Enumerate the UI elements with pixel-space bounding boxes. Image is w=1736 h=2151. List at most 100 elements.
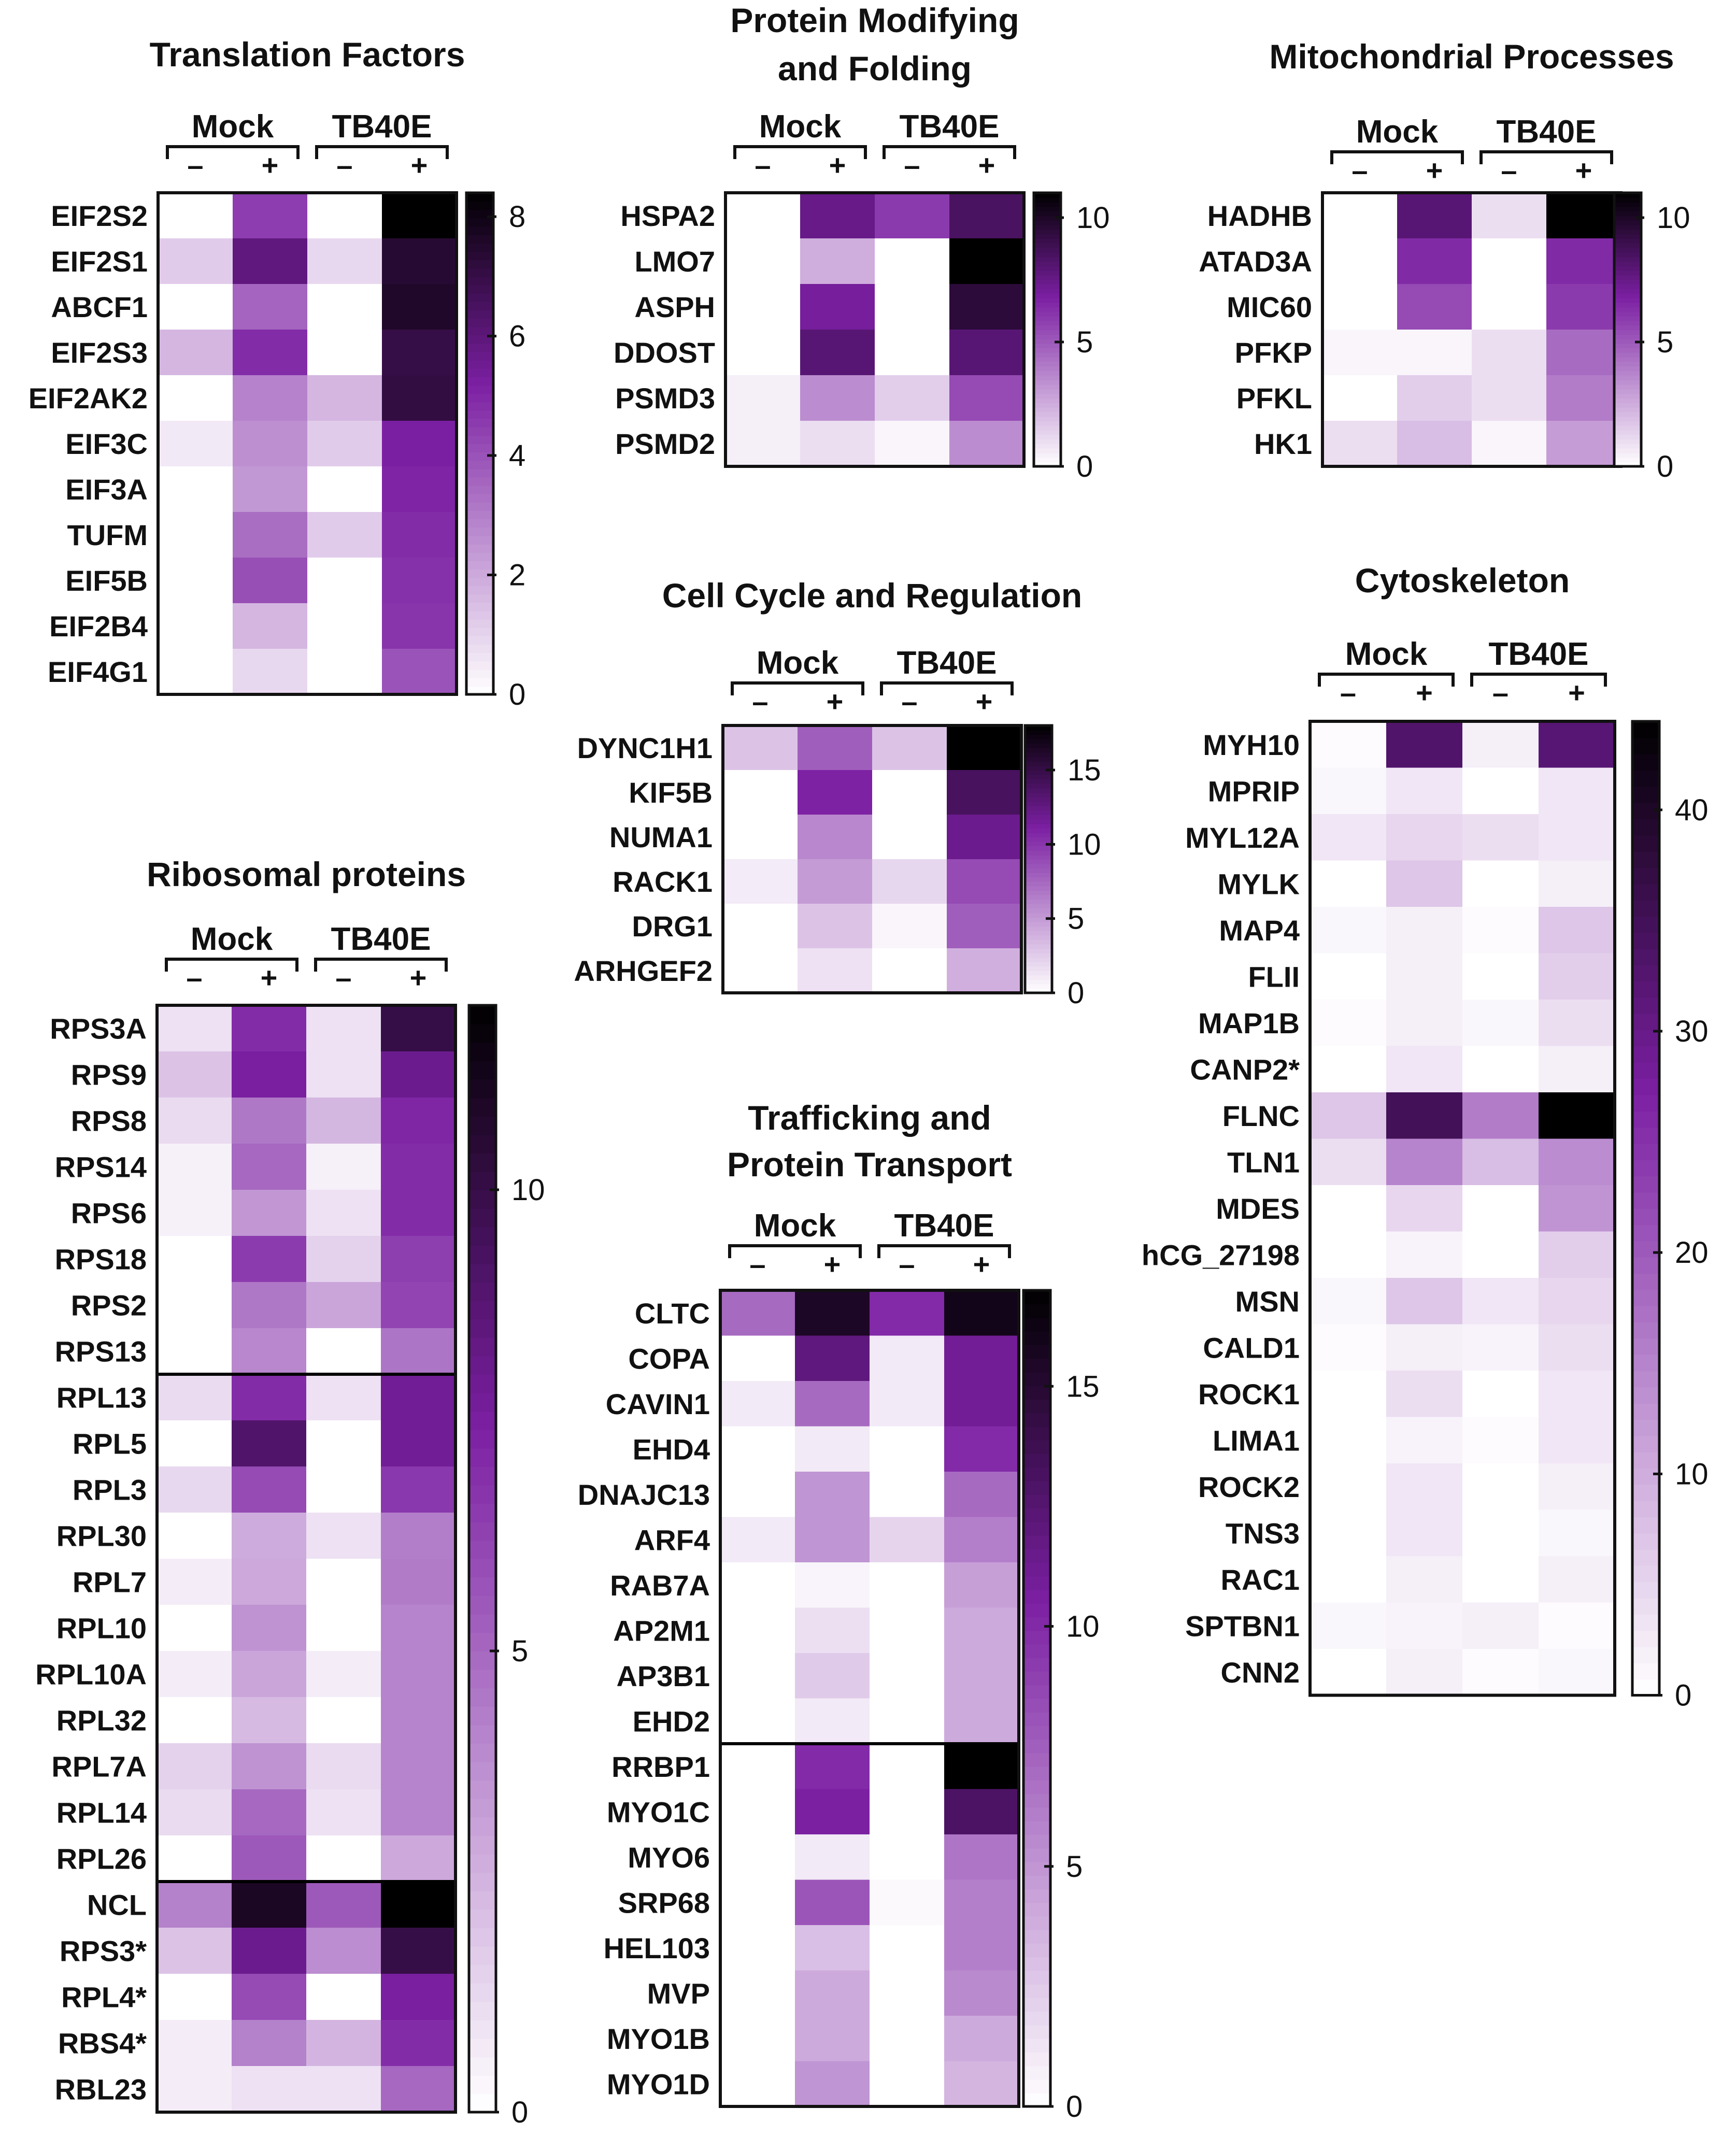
heatmap-cell	[1386, 953, 1463, 1000]
colorbar-gradient	[466, 636, 493, 645]
heatmap-cell	[381, 1282, 456, 1329]
row-label: CAVIN1	[606, 1388, 710, 1420]
heatmap-cell	[1462, 721, 1539, 768]
colorbar-gradient	[1023, 1998, 1050, 2012]
heatmap-cell	[157, 1051, 232, 1098]
colorbar-gradient	[1025, 975, 1052, 980]
colorbar-gradient	[469, 1411, 496, 1430]
colorbar-gradient	[1023, 1861, 1050, 1876]
colorbar-gradient	[1023, 1576, 1050, 1590]
colorbar-gradient	[1034, 211, 1061, 216]
heatmap-cell	[306, 1974, 381, 2020]
heatmap-cell	[232, 1882, 307, 1928]
colorbar-gradient	[1614, 206, 1641, 212]
colorbar-gradient	[1025, 846, 1052, 851]
heatmap-cell	[1539, 953, 1615, 1000]
heatmap-cell	[233, 330, 308, 376]
colorbar-gradient	[1025, 823, 1052, 829]
colorbar-gradient	[1614, 302, 1641, 307]
row-label: ARF4	[634, 1523, 710, 1556]
heatmap-cell	[798, 725, 873, 771]
colorbar-gradient	[1034, 302, 1061, 307]
heatmap-cell	[795, 1879, 870, 1926]
colorbar-gradient	[466, 435, 493, 444]
colorbar-tick-label: 10	[511, 1173, 545, 1207]
heatmap-cell	[1539, 1000, 1615, 1047]
row-label: RPL30	[56, 1520, 147, 1552]
colorbar-gradient	[1023, 1467, 1050, 1482]
heatmap-cell	[306, 1559, 381, 1605]
group-label-mock: Mock	[191, 921, 273, 957]
row-label: DRG1	[632, 910, 713, 943]
heatmap-cell	[798, 948, 873, 993]
colorbar-gradient	[1034, 371, 1061, 376]
colorbar-gradient	[469, 1466, 496, 1486]
heatmap-cell	[306, 1697, 381, 1744]
row-label: RPL32	[56, 1704, 147, 1737]
heatmap-cell	[1397, 421, 1472, 467]
heatmap-cell	[1539, 1278, 1615, 1325]
colorbar-gradient	[469, 1448, 496, 1467]
heatmap-title: Ribosomal proteins	[147, 855, 466, 893]
colorbar-gradient	[1023, 1385, 1050, 1400]
heatmap-cell	[870, 1925, 945, 1971]
heatmap-cell	[1546, 193, 1621, 239]
colorbar-gradient	[1023, 1535, 1050, 1549]
colorbar-gradient	[1023, 1521, 1050, 1536]
colorbar-gradient	[1614, 444, 1641, 449]
heatmap-cell	[306, 1005, 381, 1052]
colorbar-gradient	[1025, 984, 1052, 989]
colorbar-gradient	[1025, 828, 1052, 833]
colorbar-gradient	[1025, 952, 1052, 958]
heatmap-cell	[158, 603, 233, 649]
colorbar-gradient	[1614, 375, 1641, 380]
colorbar-gradient	[469, 1503, 496, 1522]
colorbar-gradient	[1025, 930, 1052, 936]
row-label: NUMA1	[609, 821, 713, 853]
heatmap-cell	[725, 284, 801, 330]
heatmap-cell	[720, 1562, 795, 1608]
group-label-virus: TB40E	[1497, 114, 1597, 150]
colorbar-gradient	[1025, 738, 1052, 744]
colorbar-border	[1032, 191, 1062, 468]
colorbar-gradient	[1632, 1289, 1659, 1306]
colorbar-gradient	[1034, 421, 1061, 426]
colorbar-gradient	[1614, 348, 1641, 353]
heatmap-cell	[1462, 814, 1539, 861]
colorbar-gradient	[1034, 379, 1061, 385]
heatmap-cell	[157, 2020, 232, 2067]
colorbar-gradient	[1034, 270, 1061, 276]
heatmap-cell	[307, 193, 382, 239]
colorbar-gradient	[1632, 1030, 1659, 1047]
heatmap-cell	[872, 904, 947, 949]
colorbar-gradient	[1632, 884, 1659, 901]
heatmap-cell	[870, 1744, 945, 1790]
treatment-minus: –	[335, 961, 351, 994]
row-label: EIF3A	[65, 473, 148, 506]
heatmap-cell	[723, 770, 798, 815]
row-label: ROCK1	[1198, 1378, 1300, 1411]
group-bracket	[1330, 150, 1464, 164]
colorbar-gradient	[469, 1688, 496, 1707]
colorbar-gradient	[469, 1577, 496, 1597]
heatmap-cell	[306, 1051, 381, 1098]
colorbar-gradient	[1034, 279, 1061, 284]
heatmap-cell	[381, 1559, 456, 1605]
heatmap-cell	[381, 1743, 456, 1790]
row-label: HEL103	[604, 1932, 710, 1964]
heatmap-cell	[944, 1698, 1019, 1744]
colorbar-gradient	[1023, 2052, 1050, 2067]
heatmap-cell	[157, 1190, 232, 1236]
colorbar-gradient	[466, 493, 493, 503]
colorbar-gradient	[1632, 1533, 1659, 1550]
heatmap-title: Translation Factors	[150, 35, 465, 74]
heatmap-cell	[1539, 814, 1615, 861]
colorbar-gradient	[1632, 818, 1659, 836]
row-label: MDES	[1216, 1192, 1300, 1225]
colorbar-gradient	[469, 1079, 496, 1098]
heatmap-cell	[1472, 421, 1547, 467]
colorbar-tick-label: 10	[1066, 1610, 1100, 1644]
heatmap-cell	[232, 2020, 307, 2067]
heatmap-cell	[232, 1559, 307, 1605]
heatmap-cell	[798, 815, 873, 860]
